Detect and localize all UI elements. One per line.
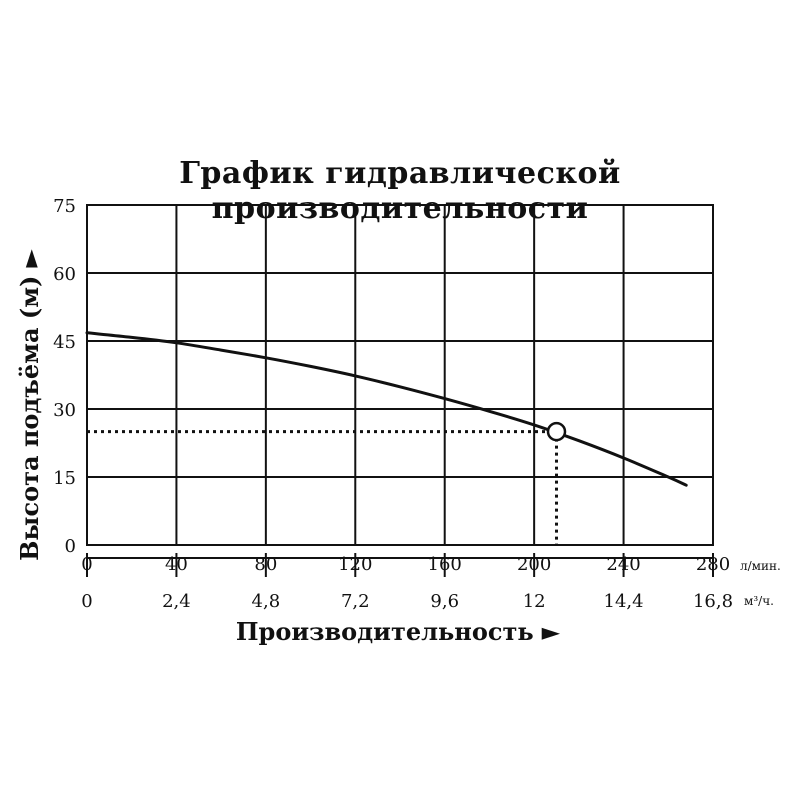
- y-tick-label: 30: [53, 400, 76, 421]
- y-tick-label: 0: [65, 536, 76, 557]
- x-tick-label: 80: [254, 554, 277, 575]
- x-axis-title: Производительность ►: [236, 617, 561, 646]
- x-axis-unit: л/мин.: [740, 559, 781, 573]
- y-axis-title: Высота подъёма (м) ►: [15, 249, 44, 561]
- performance-curve: [85, 331, 688, 487]
- x2-tick-label: 2,4: [162, 591, 191, 612]
- x-tick-label: 240: [606, 554, 640, 575]
- x2-tick-label: 0: [81, 591, 92, 612]
- x2-tick-label: 16,8: [693, 591, 733, 612]
- grid: [87, 205, 713, 545]
- x2-tick-label: 4,8: [252, 591, 281, 612]
- y-tick-label: 60: [53, 264, 76, 285]
- y-tick-label: 75: [53, 196, 76, 217]
- x-tick-label: 280: [696, 554, 730, 575]
- y-tick-label: 45: [53, 332, 76, 353]
- x-axis-arrow: ►: [542, 617, 561, 646]
- y-axis-title-text: Высота подъёма (м): [15, 276, 44, 561]
- plot-frame: [86, 204, 714, 577]
- x2-tick-label: 9,6: [430, 591, 459, 612]
- x-tick-label: 120: [338, 554, 372, 575]
- chart-title: График гидравлической производительности: [179, 156, 621, 226]
- x2-tick-label: 14,4: [604, 591, 644, 612]
- x2-axis-unit: м³/ч.: [744, 594, 774, 608]
- x-tick-label: 160: [428, 554, 462, 575]
- plot-border: [86, 204, 714, 546]
- x2-tick-label: 12: [523, 591, 546, 612]
- x-tick-labels: 0 40 80 120 160 200 240 280: [81, 554, 730, 575]
- y-axis-arrow: ►: [15, 249, 44, 268]
- x-tick-label: 200: [517, 554, 551, 575]
- x2-tick-label: 7,2: [341, 591, 370, 612]
- x2-tick-labels: 0 2,4 4,8 7,2 9,6 12 14,4 16,8: [81, 591, 733, 612]
- y-tick-label: 15: [53, 468, 76, 489]
- x-tick-label: 40: [165, 554, 188, 575]
- x-axis-title-text: Производительность: [236, 617, 534, 646]
- y-tick-labels: 0 15 30 45 60 75: [53, 196, 76, 557]
- operating-point-marker: [546, 421, 567, 442]
- x-tick-label: 0: [81, 554, 92, 575]
- operating-point-guides: [87, 430, 558, 545]
- curve-layer: [85, 331, 688, 487]
